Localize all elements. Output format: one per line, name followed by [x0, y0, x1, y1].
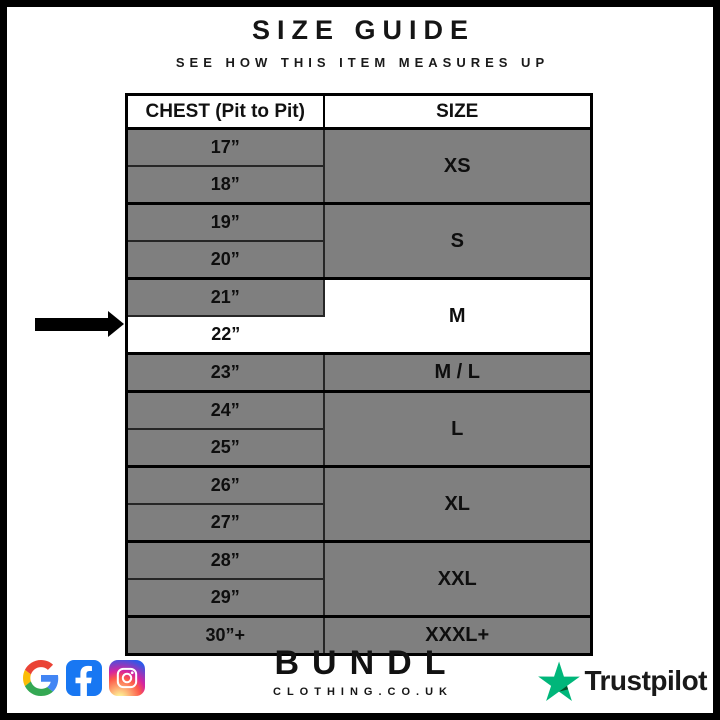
page-title: SIZE GUIDE	[251, 15, 476, 45]
measurement-cell: 20”	[126, 241, 325, 280]
size-cell: XXXL+	[323, 616, 592, 656]
page-subtitle: SEE HOW THIS ITEM MEASURES UP	[175, 55, 550, 70]
column-header-size: SIZE	[323, 94, 592, 130]
google-icon	[23, 660, 59, 696]
table-row: 23” M / L	[126, 353, 592, 393]
table-row: 19” S	[126, 203, 592, 280]
measurement-cell: 21”	[126, 278, 325, 317]
measurement-cell: 26”	[126, 466, 325, 505]
size-cell: XXL	[323, 541, 592, 618]
trustpilot-logo: Trustpilot	[538, 661, 707, 701]
table-row: 29”	[126, 579, 592, 618]
measurement-cell: 23”	[126, 353, 325, 393]
table-row: 24” L	[126, 391, 592, 468]
arrow-body	[35, 318, 109, 331]
size-table-body: 17” XS 18” 19” S 20” 21” M 22” 23” M / L 24” L 25” 26”…	[126, 128, 592, 656]
table-row: 25”	[126, 429, 592, 468]
trustpilot-label: Trustpilot	[584, 665, 707, 696]
arrow-head-icon	[108, 311, 124, 337]
table-row: 26” XL	[126, 466, 592, 543]
brand-name: BUNDL	[274, 644, 459, 682]
trustpilot-star-icon	[538, 661, 581, 701]
brand-logo: BUNDL CLOTHING.CO.UK	[0, 646, 720, 698]
measurement-cell: 30”+	[126, 616, 325, 656]
measurement-cell: 27”	[126, 504, 325, 543]
column-header-chest: CHEST (Pit to Pit)	[126, 94, 325, 130]
measurement-cell: 28”	[126, 541, 325, 580]
measurement-cell: 22”	[126, 316, 324, 355]
size-cell: S	[323, 203, 592, 280]
facebook-icon	[66, 660, 102, 696]
measurement-cell: 19”	[126, 203, 325, 242]
measurement-cell: 29”	[126, 579, 325, 618]
size-table: CHEST (Pit to Pit) SIZE 17” XS 18” 19” S 20” 2…	[125, 93, 593, 656]
table-row: 17” XS	[126, 128, 592, 205]
table-row: 18”	[126, 166, 592, 205]
instagram-icon	[109, 660, 145, 696]
size-cell: XS	[323, 128, 592, 205]
table-row: 21” M	[126, 278, 592, 355]
size-cell: M	[323, 278, 592, 355]
table-row: 28” XXL	[126, 541, 592, 618]
size-cell: L	[323, 391, 592, 468]
measurement-cell: 17”	[126, 128, 325, 167]
arrow-indicator	[35, 311, 124, 338]
measurement-cell: 18”	[126, 166, 325, 205]
measurement-cell: 24”	[126, 391, 325, 430]
size-cell: M / L	[323, 353, 592, 393]
brand-domain: CLOTHING.CO.UK	[273, 686, 453, 698]
measurement-cell: 25”	[126, 429, 325, 468]
table-row: 30”+ XXXL+	[126, 616, 592, 656]
table-row: 22”	[126, 316, 592, 355]
size-cell: XL	[323, 466, 592, 543]
table-header-row: CHEST (Pit to Pit) SIZE	[126, 94, 592, 130]
table-row: 20”	[126, 241, 592, 280]
social-icons	[23, 660, 145, 696]
table-row: 27”	[126, 504, 592, 543]
